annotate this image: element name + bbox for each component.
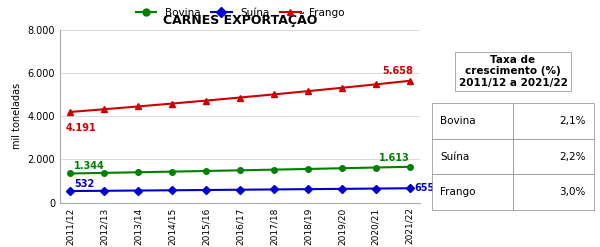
Text: 4.191: 4.191 <box>66 124 97 133</box>
Text: Taxa de
crescimento (%)
2011/12 a 2021/22: Taxa de crescimento (%) 2011/12 a 2021/2… <box>458 55 568 88</box>
Text: 532: 532 <box>74 179 95 189</box>
Title: CARNES EXPORTAÇÃO: CARNES EXPORTAÇÃO <box>163 12 317 27</box>
Y-axis label: mil toneladas: mil toneladas <box>12 83 22 149</box>
Text: 1.613: 1.613 <box>379 153 410 163</box>
Legend: Bovina, Suína, Frango: Bovina, Suína, Frango <box>131 4 349 22</box>
Text: 655: 655 <box>414 183 434 193</box>
Text: 1.344: 1.344 <box>74 161 105 171</box>
Text: 5.658: 5.658 <box>382 66 413 76</box>
